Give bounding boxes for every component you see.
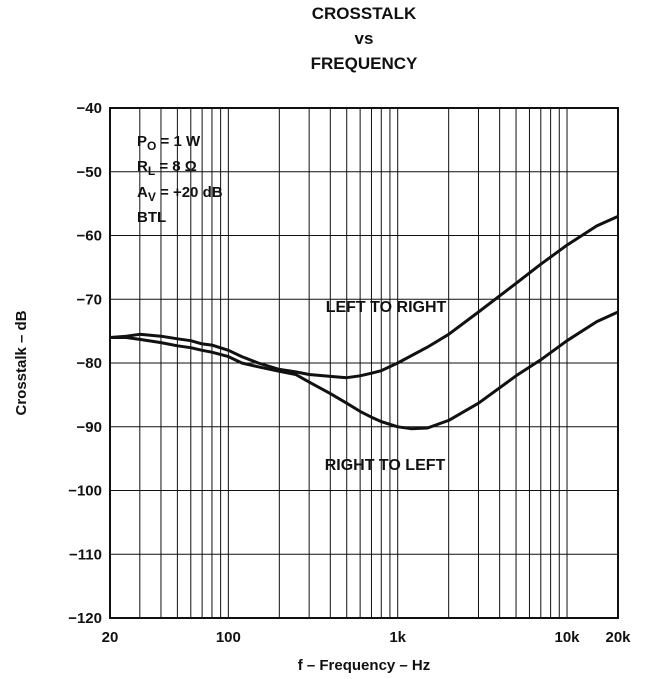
x-axis-label: f – Frequency – Hz: [298, 657, 431, 674]
chart-title-line-2: vs: [354, 29, 374, 48]
grid: [110, 108, 618, 618]
curve-label-right-to-left: RIGHT TO LEFT: [325, 457, 446, 474]
condition-line: PO = 1 W: [137, 133, 201, 153]
condition-line: BTL: [137, 209, 166, 226]
plot-frame: [109, 107, 619, 619]
x-tick-label: 20: [102, 629, 119, 646]
series-line-left-to-right: [109, 215, 619, 380]
y-tick-label: −110: [69, 546, 102, 563]
condition-line: RL = 8 Ω: [137, 158, 197, 178]
chart-title-line-3: FREQUENCY: [310, 54, 418, 73]
x-tick-label: 10k: [555, 629, 581, 646]
curves: [109, 215, 619, 431]
condition-line: AV = +20 dB: [137, 184, 223, 204]
chart-title-line-1: CROSSTALK: [311, 4, 417, 23]
x-tick-label: 100: [216, 629, 241, 646]
y-tick-label: −40: [77, 100, 102, 117]
x-tick-label: 1k: [389, 629, 406, 646]
y-tick-label: −60: [77, 228, 102, 245]
series-line-right-to-left: [110, 310, 619, 431]
y-tick-label: −90: [77, 419, 102, 436]
y-axis-label: Crosstalk – dB: [13, 310, 30, 415]
x-tick-label: 20k: [605, 629, 631, 646]
y-tick-label: −50: [77, 164, 102, 181]
y-tick-label: −100: [68, 483, 102, 500]
y-tick-label: −120: [68, 610, 102, 627]
curve-label-left-to-right: LEFT TO RIGHT: [326, 299, 447, 316]
y-tick-label: −80: [77, 355, 102, 372]
y-tick-label: −70: [77, 291, 102, 308]
test-conditions: PO = 1 W RL = 8 Ω AV = +20 dB BTL: [137, 133, 223, 226]
